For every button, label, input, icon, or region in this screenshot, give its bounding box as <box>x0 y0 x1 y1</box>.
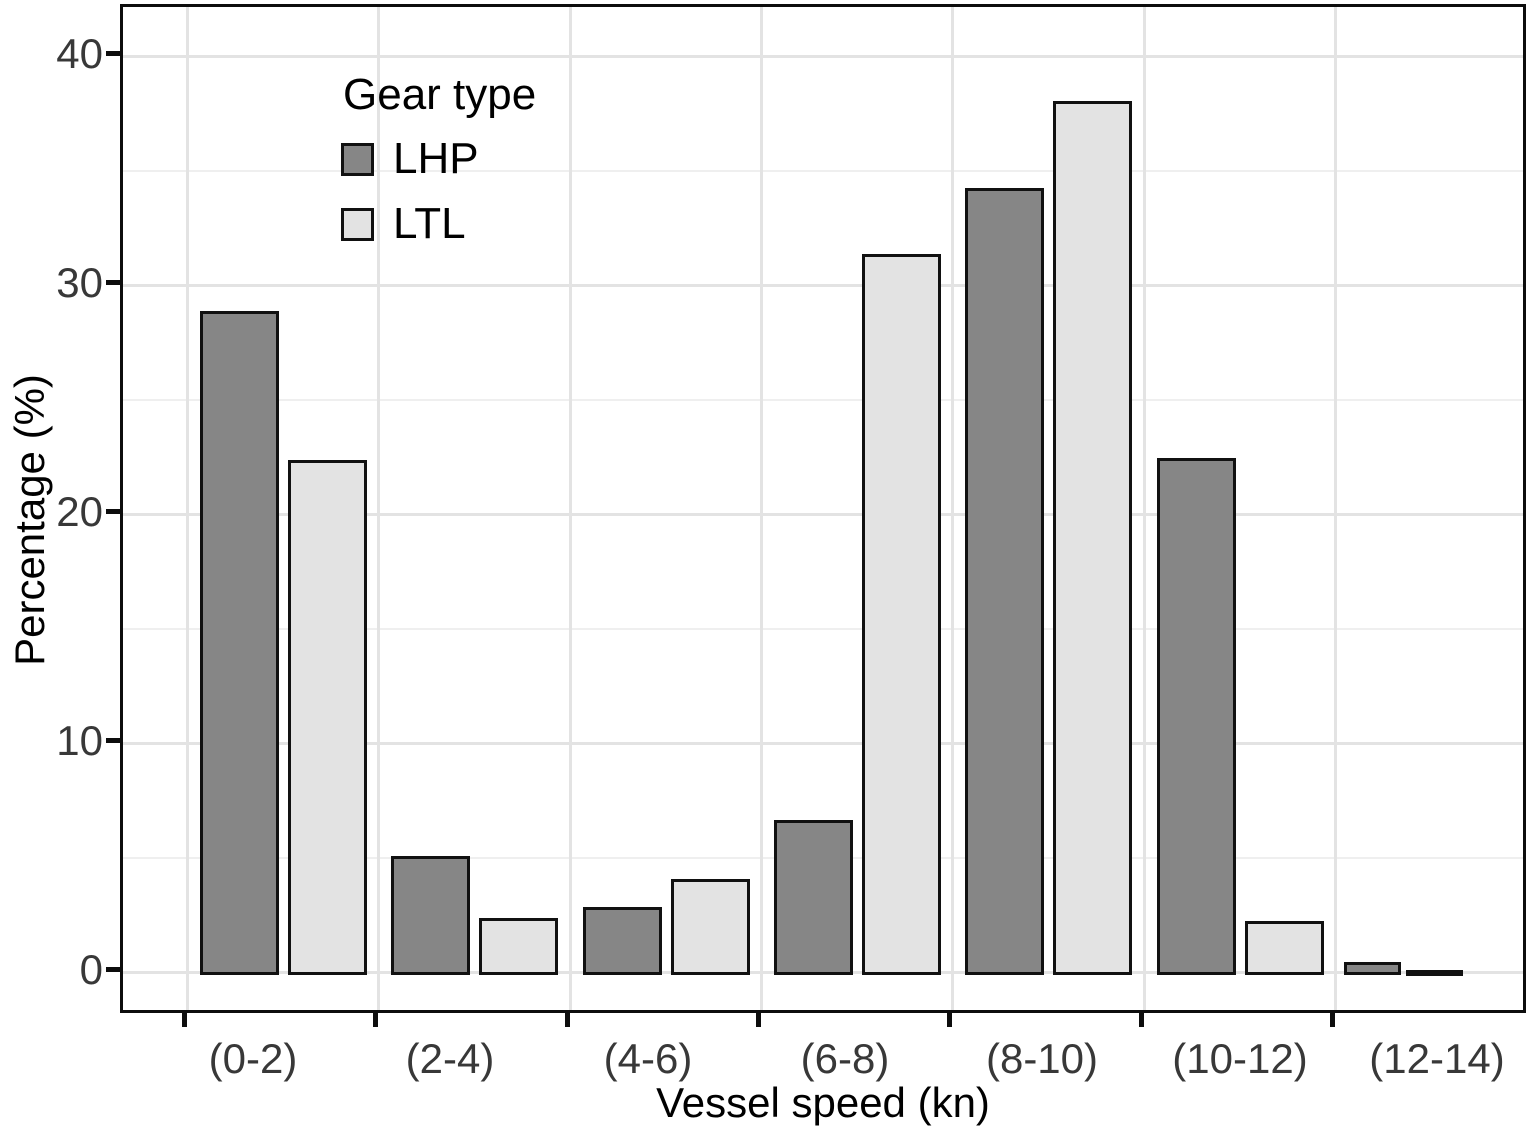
x-tick <box>181 1013 187 1027</box>
gridline-vertical <box>185 7 189 1010</box>
gridline-minor <box>123 627 1523 630</box>
bar-lhp-(4-6) <box>583 907 662 975</box>
x-tick <box>564 1013 570 1027</box>
bar-lhp-(6-8) <box>774 820 853 975</box>
y-tick <box>106 508 120 514</box>
bar-lhp-(2-4) <box>391 856 470 975</box>
bar-lhp-(12-14) <box>1344 962 1401 975</box>
x-tick-label: (6-8) <box>800 1035 890 1082</box>
gridline-vertical <box>950 7 954 1010</box>
legend-item-lhp: LHP <box>341 137 536 181</box>
gridline-vertical <box>759 7 763 1010</box>
bar-ltl-(2-4) <box>479 918 558 975</box>
x-tick-label: (8-10) <box>985 1035 1099 1082</box>
x-tick <box>1138 1013 1144 1027</box>
bar-lhp-(8-10) <box>965 188 1044 975</box>
x-tick-label: (10-12) <box>1172 1035 1308 1082</box>
bar-ltl-(4-6) <box>671 879 750 975</box>
gridline-major <box>123 283 1523 287</box>
y-tick-label: 30 <box>56 259 103 306</box>
gridline-vertical <box>1142 7 1146 1010</box>
gridline-major <box>123 741 1523 745</box>
gridline-vertical <box>568 7 572 1010</box>
legend-label-ltl: LTL <box>393 199 466 248</box>
x-tick <box>755 1013 761 1027</box>
legend-item-ltl: LTL <box>341 202 536 246</box>
x-tick-label: (12-14) <box>1369 1035 1505 1082</box>
x-tick <box>372 1013 378 1027</box>
y-tick-label: 20 <box>56 488 103 535</box>
y-tick <box>106 50 120 56</box>
x-tick-label: (4-6) <box>603 1035 693 1082</box>
x-tick <box>1329 1013 1335 1027</box>
gridline-major <box>123 512 1523 516</box>
y-tick-label: 10 <box>56 717 103 764</box>
gridline-minor <box>123 169 1523 172</box>
x-tick-label: (2-4) <box>405 1035 495 1082</box>
y-tick <box>106 966 120 972</box>
bar-ltl-(6-8) <box>862 254 941 975</box>
x-axis-title: Vessel speed (kn) <box>656 1079 990 1126</box>
gridline-vertical <box>1333 7 1337 1010</box>
bar-lhp-(0-2) <box>200 311 279 975</box>
bar-lhp-(10-12) <box>1157 458 1236 975</box>
y-tick <box>106 279 120 285</box>
plot-panel: Gear type LHP LTL <box>120 4 1526 1013</box>
y-tick-label: 0 <box>79 946 103 993</box>
bar-ltl-(0-2) <box>288 460 367 975</box>
legend-label-lhp: LHP <box>393 134 479 183</box>
legend: Gear type LHP LTL <box>341 73 536 267</box>
bar-ltl-(12-14) <box>1406 970 1463 976</box>
gridline-minor <box>123 398 1523 401</box>
gridline-major <box>123 54 1523 58</box>
y-tick <box>106 737 120 743</box>
legend-key-lhp <box>341 142 374 176</box>
x-tick-label: (0-2) <box>208 1035 298 1082</box>
bar-ltl-(10-12) <box>1245 921 1324 975</box>
y-tick-label: 40 <box>56 30 103 77</box>
legend-title: Gear type <box>343 70 537 119</box>
gridline-vertical <box>376 7 380 1010</box>
x-tick <box>946 1013 952 1027</box>
bar-ltl-(8-10) <box>1053 101 1132 975</box>
legend-key-ltl <box>341 207 374 241</box>
